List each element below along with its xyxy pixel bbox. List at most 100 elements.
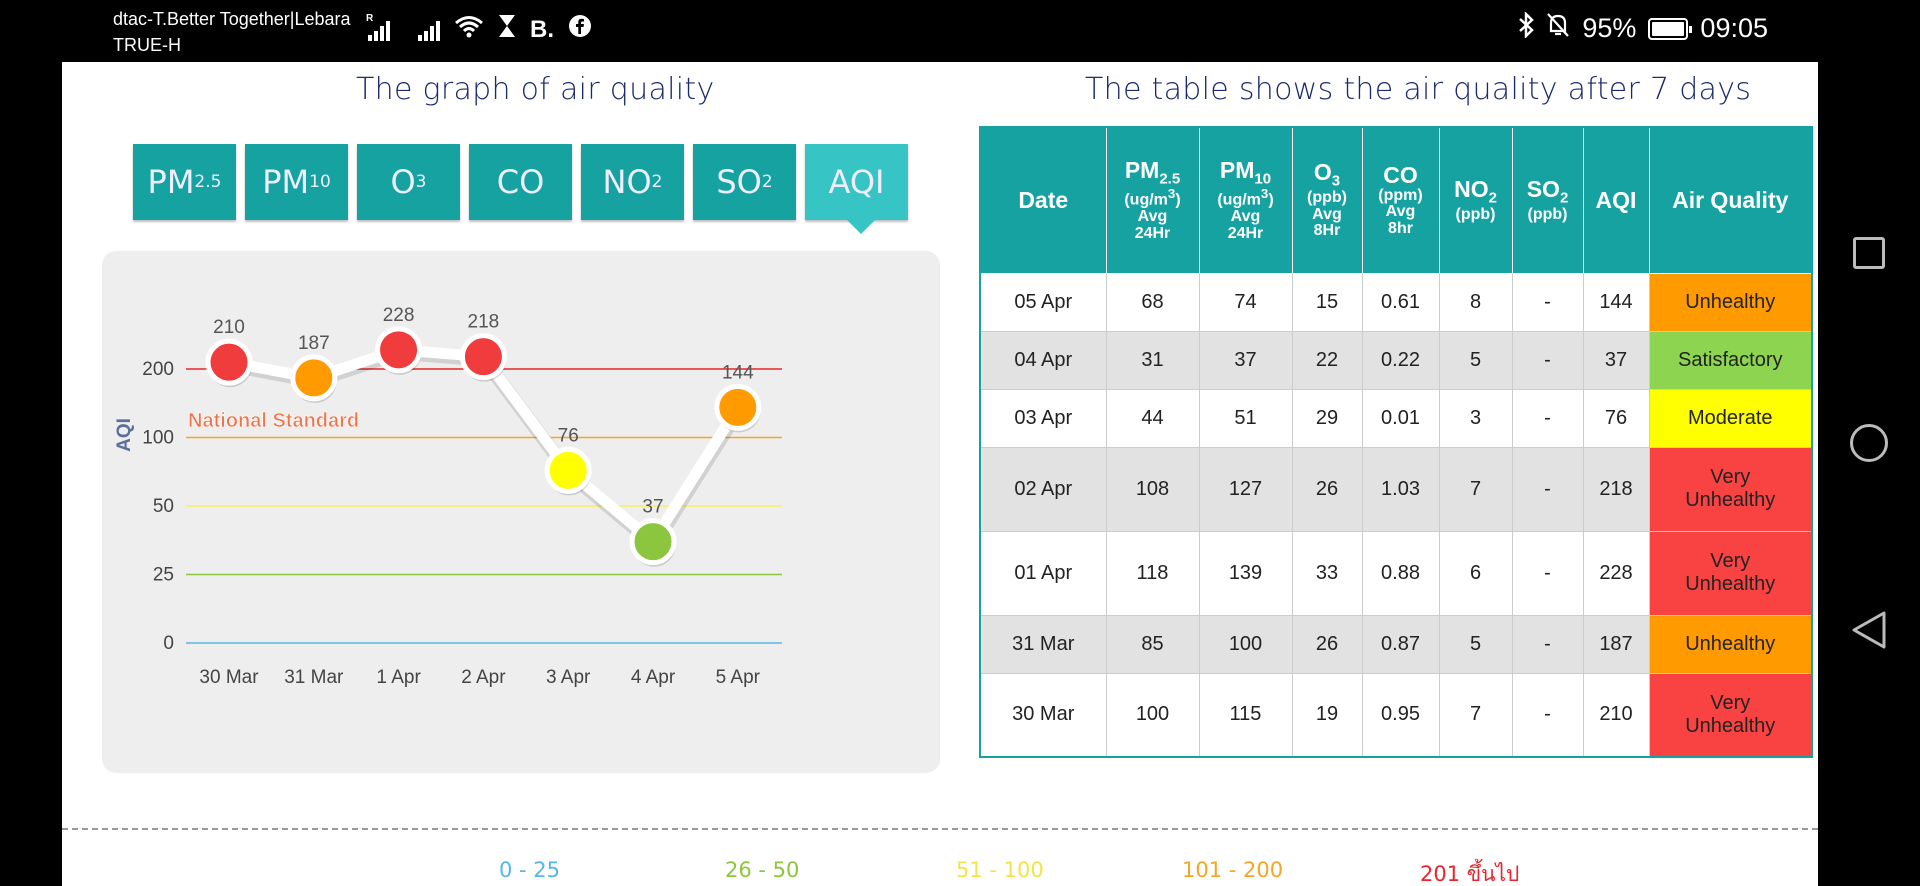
home-button[interactable] [1850,424,1888,462]
cell-co: 0.88 [1361,530,1440,616]
legend-item: 0 - 25 [499,858,561,882]
table-header-row: Date PM2.5 (ug/m3) Avg 24Hr PM10 (ug/m3)… [979,126,1813,274]
header-o3: O3 (ppb) Avg 8Hr [1291,126,1363,274]
y-tick-label: 25 [153,565,174,586]
cell-pm25: 31 [1105,330,1200,390]
cell-pm25: 85 [1105,614,1200,674]
cell-date: 03 Apr [979,388,1107,448]
table-row: 03 Apr 44 51 29 0.01 3-76 Moderate [979,388,1813,448]
table-row: 04 Apr 31 37 22 0.22 5-37 Satisfactory [979,330,1813,390]
table-row: 01 Apr 118 139 33 0.88 6-228 Very Unhealthy [979,530,1813,616]
battery-icon [1648,17,1693,40]
data-point [290,354,338,402]
tab-co[interactable]: CO [469,144,572,220]
cell-so2: - [1511,672,1584,758]
facebook-icon [568,14,592,45]
cell-o3: 19 [1291,672,1363,758]
cell-no2: 7 [1438,446,1513,532]
cell-no2: 5 [1438,330,1513,390]
header-pm10: PM10 (ug/m3) Avg 24Hr [1198,126,1293,274]
x-tick-label: 1 Apr [376,667,421,688]
battery-percentage: 95% [1582,13,1637,43]
cell-pm10: 139 [1198,530,1293,616]
data-label: 228 [383,305,415,326]
legend-item: 51 - 100 [956,858,1044,882]
cell-aqi: 218 [1582,446,1650,532]
header-so2: SO2 (ppb) [1511,126,1584,274]
cell-o3: 15 [1291,272,1363,332]
cell-so2: - [1511,272,1584,332]
header-aqi: AQI [1582,126,1650,274]
wifi-icon [454,14,484,45]
main-content: The graph of air quality The table shows… [62,62,1818,886]
cell-co: 0.95 [1361,672,1440,758]
cell-o3: 29 [1291,388,1363,448]
cell-pm10: 51 [1198,388,1293,448]
x-tick-label: 3 Apr [546,667,591,688]
y-axis-label: AQI [114,418,135,452]
cell-pm25: 108 [1105,446,1200,532]
cell-air-quality: Unhealthy [1648,272,1813,332]
tab-pm25[interactable]: PM 2.5 [133,144,236,220]
data-label: 210 [213,317,245,338]
x-tick-label: 5 Apr [716,667,761,688]
back-button[interactable] [1850,610,1888,650]
cell-co: 1.03 [1361,446,1440,532]
header-no2: NO2 (ppb) [1438,126,1513,274]
signal-icon [418,19,440,41]
cell-air-quality: Very Unhealthy [1648,530,1813,616]
cell-co: 0.87 [1361,614,1440,674]
cell-air-quality: Satisfactory [1648,330,1813,390]
tab-aqi[interactable]: AQI [805,144,908,234]
header-co: CO (ppm) Avg 8hr [1361,126,1440,274]
cell-pm25: 100 [1105,672,1200,758]
table-row: 02 Apr 108 127 26 1.03 7-218 Very Unhealthy [979,446,1813,532]
tab-pm10[interactable]: PM 10 [245,144,348,220]
cell-o3: 26 [1291,446,1363,532]
cell-no2: 5 [1438,614,1513,674]
data-label: 187 [298,333,330,354]
cell-date: 04 Apr [979,330,1107,390]
header-pm25: PM2.5 (ug/m3) Avg 24Hr [1105,126,1200,274]
table-row: 30 Mar 100 115 19 0.95 7-210 Very Unhealthy [979,672,1813,758]
cell-pm25: 44 [1105,388,1200,448]
cell-aqi: 76 [1582,388,1650,448]
air-quality-table: Date PM2.5 (ug/m3) Avg 24Hr PM10 (ug/m3)… [979,126,1813,758]
cell-date: 02 Apr [979,446,1107,532]
table-row: 05 Apr 68 74 15 0.61 8-144 Unhealthy [979,272,1813,332]
cell-so2: - [1511,388,1584,448]
header-air-quality: Air Quality [1648,126,1813,274]
cell-pm25: 118 [1105,530,1200,616]
tab-no2[interactable]: NO 2 [581,144,684,220]
signal-roaming-icon: R [366,13,390,41]
carrier-name-secondary: TRUE-H [113,35,181,55]
cell-o3: 22 [1291,330,1363,390]
y-tick-label: 200 [142,359,174,380]
data-point [205,338,253,386]
cell-no2: 3 [1438,388,1513,448]
cell-pm10: 100 [1198,614,1293,674]
cell-date: 01 Apr [979,530,1107,616]
cell-aqi: 37 [1582,330,1650,390]
tab-so2[interactable]: SO 2 [693,144,796,220]
status-bar: dtac-T.Better Together|Lebara TRUE-H R B… [62,0,1818,62]
cell-aqi: 210 [1582,672,1650,758]
bluetooth-icon [1518,10,1535,45]
table-title: The table shows the air quality after 7 … [1085,72,1752,107]
cell-co: 0.22 [1361,330,1440,390]
app-badge-icon: B. [530,15,554,43]
x-tick-label: 31 Mar [284,667,344,688]
legend-divider [62,828,1818,830]
recent-apps-button[interactable] [1853,237,1885,269]
left-black-strip [0,0,62,886]
data-label: 218 [468,312,500,333]
y-tick-label: 100 [142,428,174,449]
data-point [375,326,423,374]
table-row: 31 Mar 85 100 26 0.87 5-187 Unhealthy [979,614,1813,674]
x-tick-label: 2 Apr [461,667,506,688]
cell-aqi: 187 [1582,614,1650,674]
y-tick-label: 0 [163,633,174,654]
graph-title: The graph of air quality [356,72,715,107]
clock-time: 09:05 [1700,13,1768,43]
